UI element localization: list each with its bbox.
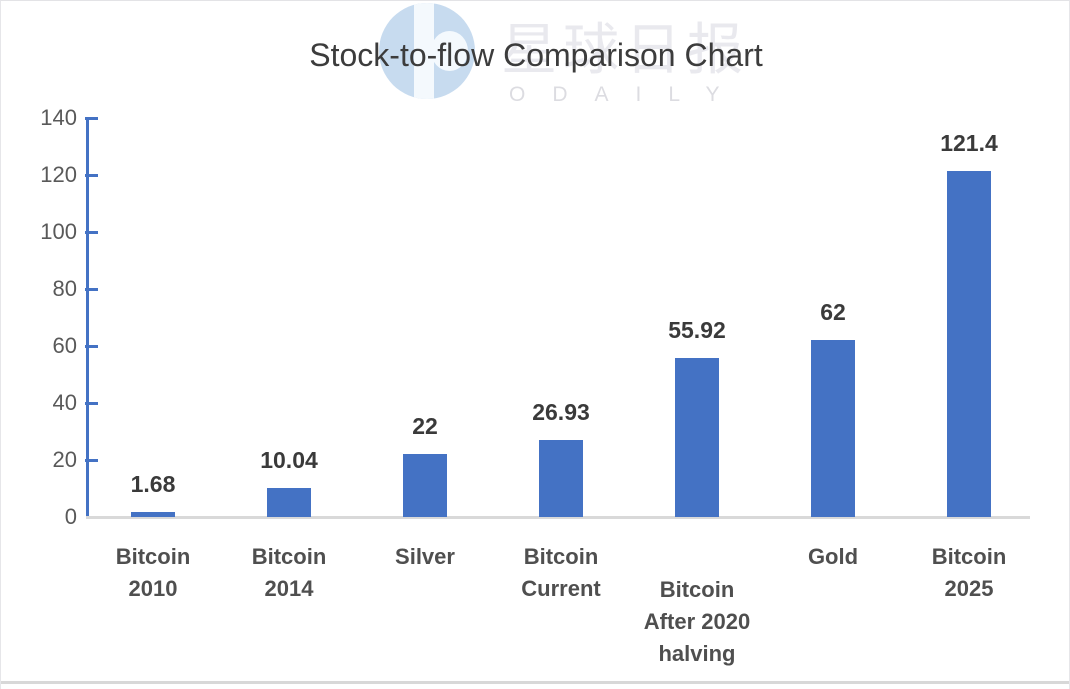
bar-value-label: 10.04 xyxy=(260,447,318,473)
x-category-label: Bitcoin Current xyxy=(481,541,641,605)
y-axis-tick xyxy=(85,402,98,405)
y-axis-tick xyxy=(85,231,98,234)
x-category-line: Bitcoin xyxy=(251,544,327,569)
y-axis-label: 0 xyxy=(64,504,77,529)
y-axis-line xyxy=(86,118,89,519)
x-category-label: Gold xyxy=(753,541,913,573)
x-category-label: Silver xyxy=(345,541,505,573)
y-axis-tick xyxy=(85,174,98,177)
bar-value-label: 26.93 xyxy=(532,399,590,425)
x-category-line: Silver xyxy=(395,544,455,569)
y-axis-label: 120 xyxy=(40,162,77,187)
x-category-line: Current xyxy=(521,576,601,601)
y-axis-tick xyxy=(85,117,98,120)
y-axis-tick xyxy=(85,288,98,291)
odaily-logo-stem xyxy=(414,3,434,99)
y-axis-label: 100 xyxy=(40,219,77,244)
y-axis-label: 80 xyxy=(52,276,77,301)
bar xyxy=(403,454,447,517)
bar-value-label: 22 xyxy=(412,413,438,439)
x-category-line: Bitcoin xyxy=(523,544,599,569)
bar xyxy=(539,440,583,517)
y-axis-label: 140 xyxy=(40,105,77,130)
x-category-line: halving xyxy=(658,641,736,666)
chart-title: Stock-to-flow Comparison Chart xyxy=(309,37,763,73)
x-category-line: 2025 xyxy=(944,576,994,601)
y-axis-label: 60 xyxy=(52,333,77,358)
bar xyxy=(131,512,175,517)
x-category-label: Bitcoin After 2020 halving xyxy=(617,574,777,670)
y-axis-label: 40 xyxy=(52,390,77,415)
x-category-line: 2014 xyxy=(264,576,314,601)
y-axis-tick xyxy=(85,345,98,348)
bar xyxy=(947,171,991,517)
x-category-label: Bitcoin 2014 xyxy=(209,541,369,605)
bar-value-label: 1.68 xyxy=(130,471,176,497)
odaily-logo-icon xyxy=(379,3,475,99)
x-category-line: 2010 xyxy=(128,576,178,601)
bar xyxy=(811,340,855,517)
x-category-line: After 2020 xyxy=(643,609,751,634)
x-category-line: Gold xyxy=(807,544,859,569)
bar xyxy=(267,488,311,517)
bottom-divider xyxy=(1,681,1069,684)
bar-value-label: 62 xyxy=(820,299,846,325)
bar-value-label: 55.92 xyxy=(668,317,726,343)
x-category-label: Bitcoin 2010 xyxy=(73,541,233,605)
bar-value-label: 121.4 xyxy=(940,130,998,156)
y-axis-tick xyxy=(85,459,98,462)
watermark-cn-text: 星球日报 xyxy=(501,18,749,81)
x-category-line: Bitcoin xyxy=(115,544,191,569)
x-category-line: Bitcoin xyxy=(931,544,1007,569)
bar xyxy=(675,358,719,517)
odaily-logo-bowl xyxy=(431,31,468,71)
watermark-en-text: ODAILY xyxy=(509,83,747,106)
y-axis-label: 20 xyxy=(52,447,77,472)
x-category-line: Bitcoin xyxy=(659,577,735,602)
x-axis-line xyxy=(86,516,1030,519)
x-category-label: Bitcoin 2025 xyxy=(889,541,1049,605)
